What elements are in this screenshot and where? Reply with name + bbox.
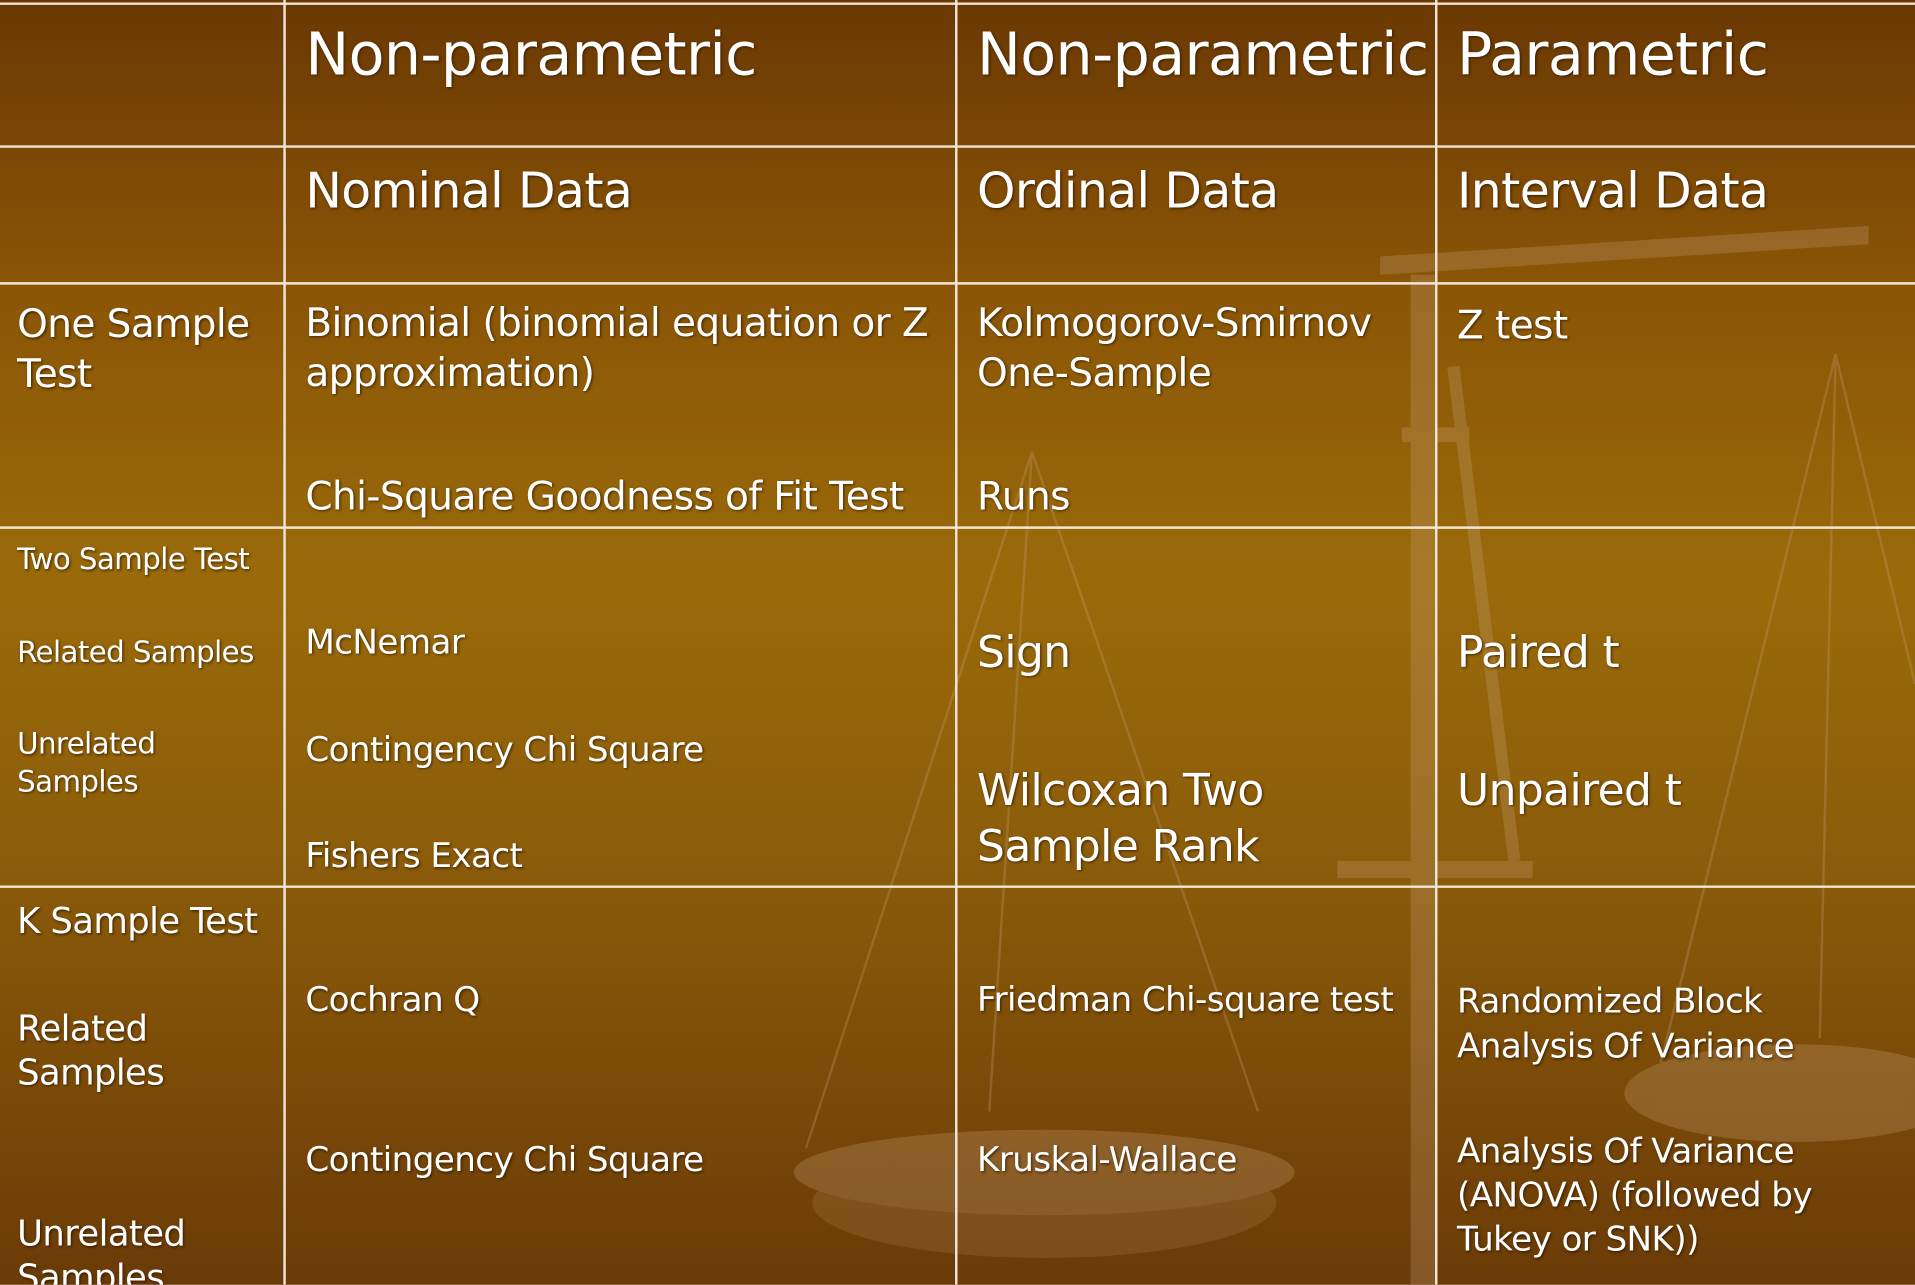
cell-text: Contingency Chi Square [305, 729, 704, 770]
cell-text: Interval Data [1457, 163, 1769, 220]
cell-text: Wilcoxan Two Sample Rank [977, 765, 1264, 873]
cell-text: Non-parametric [305, 20, 757, 90]
cell-text: Paired t [1457, 627, 1620, 678]
cell-text: McNemar [305, 621, 465, 662]
cell-text: Two Sample Test [17, 541, 250, 576]
cell-text: Unpaired t [1457, 765, 1682, 816]
cell-text: Non-parametric [977, 20, 1429, 90]
cell-text: Nominal Data [305, 163, 633, 220]
cell-text: Cochran Q [305, 979, 480, 1020]
cell-text: Fishers Exact [305, 835, 523, 876]
cell-text: Analysis Of Variance (ANOVA) (followed b… [1457, 1130, 1813, 1260]
cell-text: Parametric [1457, 20, 1769, 90]
cell-text: Kolmogorov-Smirnov One-Sample [977, 298, 1372, 396]
cell-text: Randomized Block Analysis Of Variance [1457, 980, 1795, 1066]
cell-text: Contingency Chi Square [305, 1139, 704, 1180]
scale-silhouette [793, 225, 1915, 1285]
cell-text: Related Samples [17, 634, 254, 669]
cell-text: One Sample Test [17, 299, 250, 397]
cell-text: K Sample Test [17, 900, 258, 942]
cell-text: Kruskal-Wallace [977, 1139, 1237, 1180]
cell-text: Ordinal Data [977, 163, 1279, 220]
cell-text: Z test [1457, 301, 1568, 348]
cell-text: Unrelated Samples [17, 1212, 186, 1285]
cell-text: Unrelated Samples [17, 726, 156, 799]
cell-text: Friedman Chi-square test [977, 979, 1394, 1020]
cell-text: Sign [977, 627, 1071, 678]
cell-text: Related Samples [17, 1007, 165, 1094]
cell-text: Binomial (binomial equation or Z approxi… [305, 298, 929, 396]
cell-text: Runs [977, 472, 1070, 519]
cell-text: Chi-Square Goodness of Fit Test [305, 472, 904, 519]
